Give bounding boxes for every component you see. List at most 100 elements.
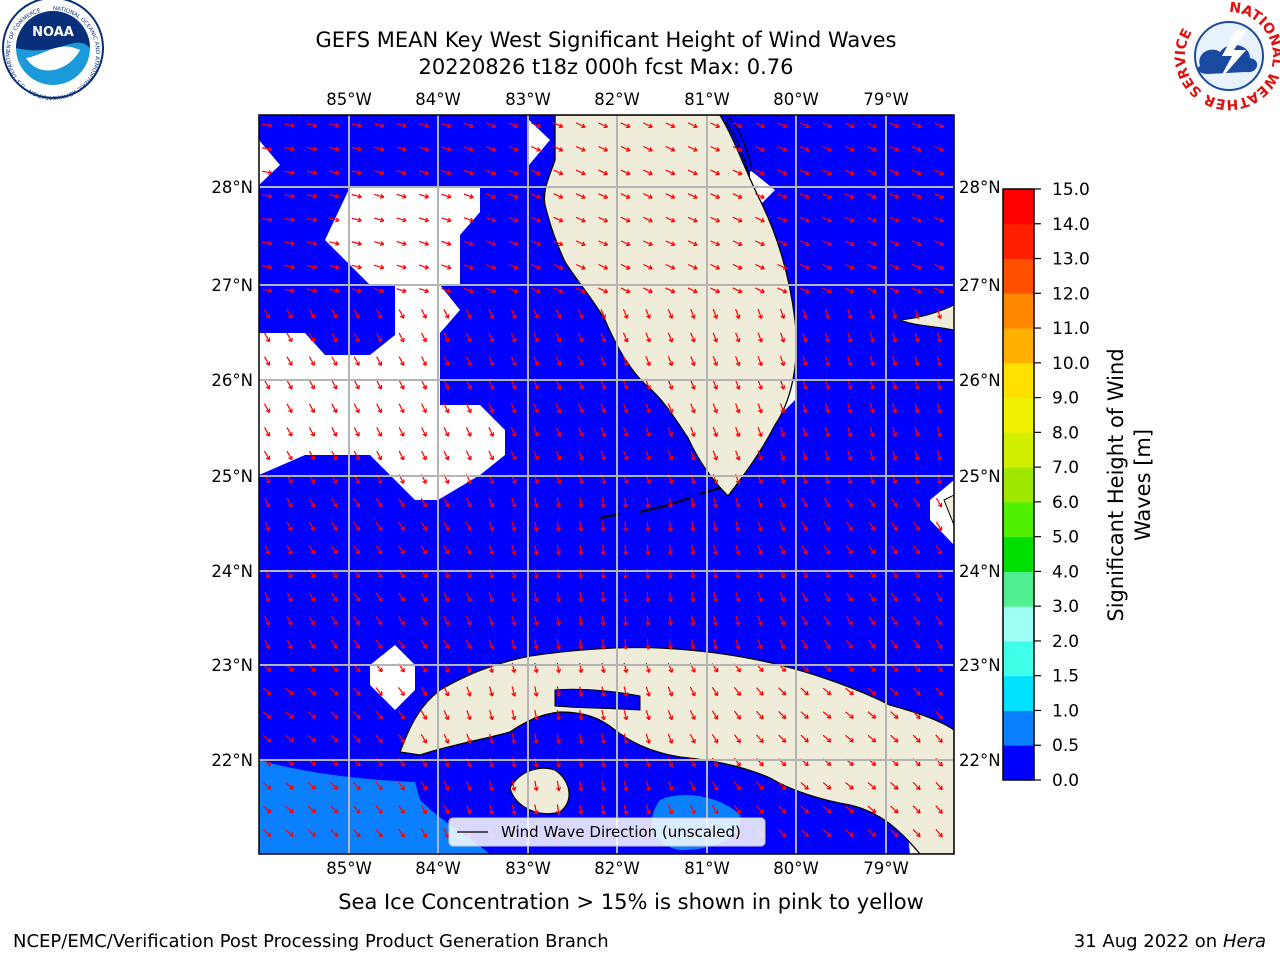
- wind-arrow: [779, 450, 786, 461]
- wind-arrow: [466, 686, 472, 697]
- wind-arrow: [530, 287, 541, 294]
- wind-arrow: [844, 287, 855, 294]
- wind-arrow: [822, 145, 833, 152]
- wind-arrow: [732, 122, 743, 129]
- wind-arrow: [867, 263, 877, 270]
- wind-arrow: [732, 240, 743, 247]
- wind-arrow: [735, 544, 741, 556]
- colorbar-segment: [1003, 745, 1034, 781]
- wind-arrow: [511, 615, 517, 626]
- wind-arrow: [443, 427, 450, 437]
- wind-arrow: [889, 240, 900, 247]
- wind-arrow: [687, 145, 698, 152]
- wind-arrow: [263, 309, 271, 319]
- wind-arrow: [398, 781, 405, 791]
- wind-arrow: [777, 263, 788, 270]
- wind-arrow: [846, 545, 853, 555]
- wave-height-band-05: [259, 760, 490, 854]
- wind-arrow: [712, 521, 718, 532]
- wind-arrow: [578, 356, 584, 367]
- wind-arrow: [418, 146, 430, 152]
- wind-arrow: [396, 146, 407, 152]
- wind-arrow: [867, 711, 877, 719]
- wind-arrow: [912, 805, 921, 814]
- wind-arrow: [466, 733, 472, 744]
- wind-arrow: [665, 240, 676, 247]
- wind-arrow: [285, 829, 294, 837]
- wind-arrow: [667, 379, 674, 390]
- wind-arrow: [418, 217, 430, 223]
- wind-arrow: [824, 308, 831, 319]
- wind-arrow: [847, 403, 853, 414]
- wind-arrow: [488, 521, 495, 532]
- wind-arrow: [778, 687, 787, 696]
- wind-arrow: [489, 780, 495, 792]
- wind-arrow: [645, 639, 651, 650]
- wind-arrow: [600, 591, 606, 603]
- colorbar-label-units: Waves [m]: [1131, 429, 1155, 541]
- wind-arrow: [511, 686, 517, 697]
- colorbar-segment: [1003, 640, 1034, 677]
- wind-arrow: [867, 687, 877, 696]
- colorbar-segment: [1003, 467, 1034, 503]
- wind-arrow: [822, 216, 833, 223]
- wind-arrow: [892, 450, 898, 461]
- wind-arrow: [331, 332, 338, 343]
- wind-arrow: [620, 122, 631, 129]
- wind-arrow: [555, 733, 562, 744]
- wind-arrow: [622, 450, 629, 461]
- wind-arrow: [936, 356, 943, 367]
- wind-arrow: [396, 288, 407, 294]
- wind-arrow: [262, 687, 272, 696]
- wind-arrow: [757, 497, 763, 508]
- wind-arrow: [622, 403, 629, 414]
- wind-arrow: [330, 545, 338, 555]
- wind-arrow: [712, 332, 719, 343]
- wind-arrow: [465, 309, 472, 319]
- wind-arrow: [308, 332, 315, 343]
- wind-arrow: [396, 170, 407, 176]
- wind-arrow: [284, 170, 295, 176]
- wind-arrow: [735, 426, 741, 437]
- wind-arrow: [488, 427, 495, 437]
- wind-arrow: [398, 804, 405, 815]
- colorbar-tick-label: 3.0: [1052, 597, 1079, 617]
- wind-arrow: [690, 332, 696, 343]
- wind-arrow: [892, 379, 898, 390]
- wind-arrow: [712, 379, 719, 390]
- wind-arrow: [578, 615, 584, 626]
- wind-wave-arrows: [261, 122, 945, 839]
- wind-arrow: [421, 332, 427, 343]
- wind-arrow: [463, 169, 474, 176]
- colorbar-tick-label: 9.0: [1052, 389, 1079, 409]
- wind-arrow: [690, 308, 696, 319]
- wind-arrow: [801, 497, 808, 508]
- wind-arrow: [755, 193, 765, 199]
- wind-arrow: [308, 450, 315, 461]
- colorbar-tick-label: 15.0: [1052, 180, 1090, 200]
- wind-arrow: [510, 332, 517, 343]
- wind-arrow: [712, 639, 718, 650]
- wind-arrow: [375, 592, 383, 602]
- wind-arrow: [443, 710, 450, 721]
- wind-arrow: [353, 309, 360, 319]
- wind-arrow: [352, 805, 361, 814]
- wind-arrow: [912, 734, 921, 743]
- wind-arrow: [286, 639, 293, 650]
- wind-arrow: [757, 544, 763, 555]
- wind-arrow: [555, 332, 562, 343]
- wind-arrow: [261, 146, 273, 152]
- wind-arrow: [712, 356, 719, 367]
- wind-arrow: [689, 781, 696, 791]
- wind-arrow: [375, 498, 383, 508]
- colorbar-segment: [1003, 328, 1034, 364]
- wind-arrow: [306, 146, 318, 152]
- wind-arrow: [600, 757, 606, 768]
- wind-arrow: [778, 711, 787, 720]
- wind-arrow: [846, 616, 853, 626]
- wind-arrow: [847, 356, 853, 367]
- wind-arrow: [802, 356, 808, 367]
- wind-arrow: [352, 710, 361, 720]
- wind-arrow: [667, 804, 674, 815]
- wind-arrow: [329, 240, 340, 246]
